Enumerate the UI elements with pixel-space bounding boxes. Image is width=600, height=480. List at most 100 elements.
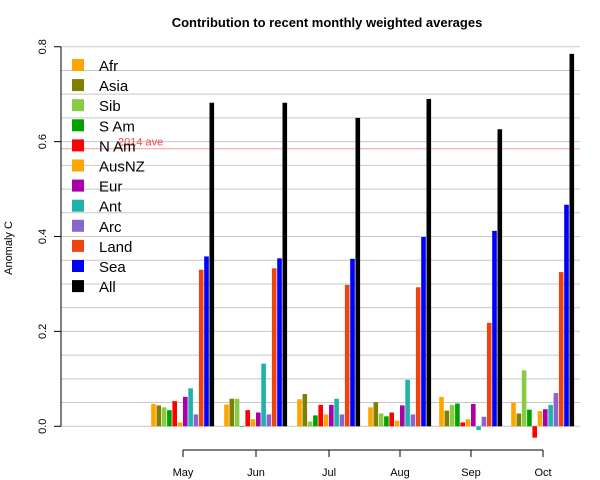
- y-axis-label: Anomaly C: [3, 221, 15, 275]
- bar-afr: [224, 404, 229, 427]
- bar-n-am: [318, 404, 323, 427]
- bar-n-am: [389, 412, 394, 427]
- bar-afr: [439, 396, 444, 427]
- bar-afr: [297, 399, 302, 427]
- legend-label: S Am: [99, 118, 135, 135]
- bar-ausnz: [250, 419, 256, 427]
- x-tick-label: Sep: [461, 467, 481, 479]
- legend-swatch: [72, 139, 84, 152]
- bar-sea: [204, 256, 209, 427]
- x-tick-label: Aug: [390, 467, 410, 479]
- bar-sea: [564, 204, 569, 427]
- bar-ant: [548, 404, 553, 427]
- bar-all: [497, 129, 503, 427]
- grid-lines: [61, 46, 580, 427]
- bar-land: [415, 287, 421, 427]
- axes-group: 0.0 0.2 0.4 0.6 0.8 May Jun Jul Aug Sep Oct: [37, 39, 552, 479]
- y-tick-label: 0.6: [37, 134, 49, 149]
- x-tick-label: May: [173, 467, 194, 479]
- bar-s-am: [455, 403, 460, 427]
- bar-land: [271, 268, 277, 427]
- y-tick-label: 0.2: [37, 324, 49, 339]
- bar-asia: [156, 405, 162, 427]
- bar-eur: [400, 405, 405, 427]
- legend-swatch: [72, 199, 84, 212]
- legend-label: AusNZ: [99, 159, 145, 176]
- x-tick-label: Oct: [534, 467, 551, 479]
- bar-eur: [183, 396, 188, 427]
- bar-sib: [234, 398, 240, 427]
- x-tick-label: Jun: [247, 467, 265, 479]
- legend-label: Sea: [99, 259, 126, 276]
- bar-eur: [329, 404, 334, 427]
- bar-n-am: [460, 422, 465, 427]
- legend-label: Afr: [99, 58, 118, 75]
- bar-sib: [307, 421, 313, 427]
- legend-swatch: [72, 59, 84, 71]
- bar-afr: [368, 407, 373, 427]
- legend-swatch: [72, 99, 84, 112]
- bar-eur: [543, 409, 548, 427]
- bar-arc: [266, 414, 272, 427]
- bar-land: [198, 269, 204, 427]
- bar-asia: [302, 394, 308, 427]
- bars-group: [151, 53, 575, 438]
- bar-ausnz: [177, 422, 183, 427]
- bar-s-am: [313, 415, 318, 427]
- bar-arc: [481, 416, 487, 427]
- bar-ausnz: [394, 420, 400, 427]
- legend-label: Eur: [99, 179, 122, 196]
- bar-ausnz: [465, 419, 471, 427]
- x-tick-label: Jul: [322, 467, 336, 479]
- bar-sea: [492, 230, 497, 427]
- bar-sib: [449, 404, 455, 427]
- legend-label: N Am: [99, 138, 136, 155]
- bar-sib: [161, 407, 167, 427]
- legend-swatch: [72, 159, 84, 172]
- bar-sea: [350, 258, 355, 427]
- bar-asia: [229, 398, 235, 427]
- legend-swatch: [72, 119, 84, 132]
- bar-s-am: [384, 416, 389, 427]
- reference-line-label: 2014 ave: [118, 137, 163, 149]
- bar-sib: [378, 413, 384, 427]
- bar-arc: [553, 393, 559, 427]
- bar-s-am: [527, 409, 532, 427]
- bar-all: [282, 102, 288, 427]
- bar-asia: [373, 402, 379, 427]
- bar-ant: [476, 426, 481, 431]
- bar-sib: [521, 370, 527, 427]
- bar-ausnz: [323, 414, 329, 427]
- bar-land: [486, 322, 492, 427]
- bar-land: [344, 284, 350, 427]
- legend-label: Ant: [99, 199, 122, 216]
- legend-label: Sib: [99, 98, 121, 115]
- legend-label: All: [99, 279, 116, 296]
- bar-ausnz: [537, 411, 543, 427]
- bar-asia: [516, 413, 522, 427]
- bar-eur: [471, 403, 476, 427]
- bar-ant: [188, 388, 193, 427]
- bar-sea: [277, 258, 282, 427]
- reference-line-group: 2014 ave: [61, 137, 580, 150]
- bar-ant: [261, 363, 266, 427]
- legend-swatch: [72, 260, 84, 272]
- bar-sea: [421, 236, 426, 427]
- legend-label: Asia: [99, 78, 129, 95]
- y-tick-label: 0.8: [37, 39, 49, 54]
- bar-s-am: [167, 410, 172, 427]
- legend-label: Arc: [99, 219, 122, 236]
- legend-swatch: [72, 280, 84, 293]
- bar-all: [355, 117, 361, 427]
- bar-arc: [339, 414, 345, 427]
- y-tick-label: 0.4: [37, 229, 49, 244]
- bar-n-am: [172, 401, 177, 427]
- legend: Afr Asia Sib S Am N Am AusNZ Eur Ant Arc Land Sea A…: [72, 58, 145, 296]
- legend-swatch: [72, 179, 84, 192]
- legend-swatch: [72, 79, 84, 92]
- bar-eur: [256, 412, 261, 427]
- bar-afr: [151, 403, 156, 427]
- bar-ant: [334, 398, 339, 427]
- bar-afr: [511, 402, 516, 427]
